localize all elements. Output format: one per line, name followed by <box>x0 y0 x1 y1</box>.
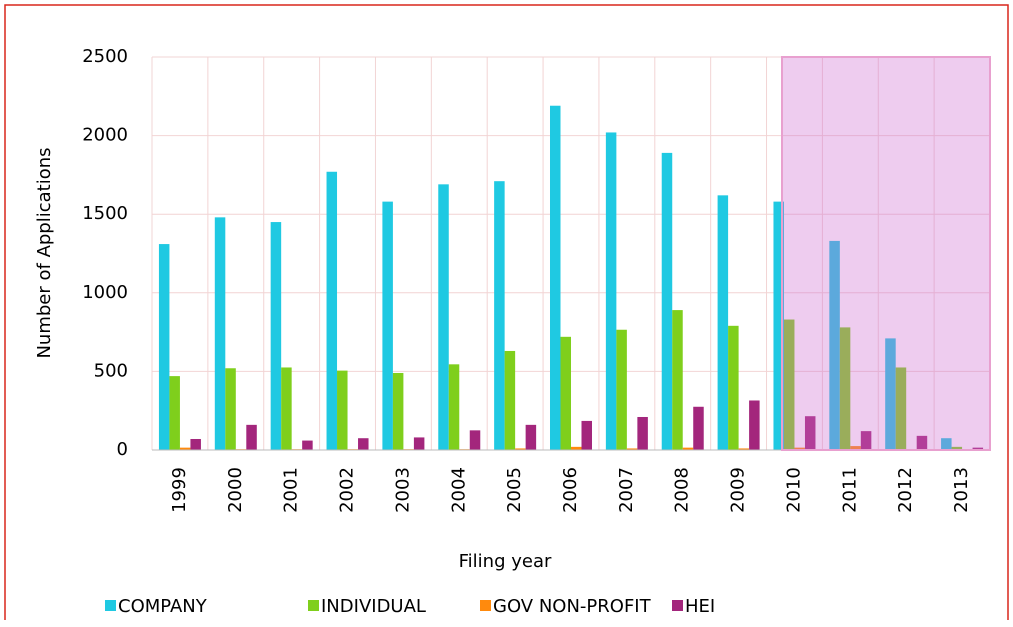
bar <box>382 201 393 450</box>
bar <box>214 217 226 450</box>
legend-label: GOV NON-PROFIT <box>493 596 652 617</box>
y-tick-label: 0 <box>117 439 128 460</box>
x-axis-title: Filing year <box>459 551 552 572</box>
legend-label: INDIVIDUAL <box>321 596 426 617</box>
bar <box>337 370 348 450</box>
y-tick-label: 2500 <box>82 46 128 67</box>
x-tick-label: 2005 <box>504 467 525 513</box>
x-tick-label: 2007 <box>616 467 637 513</box>
bar <box>550 105 561 451</box>
bar <box>794 447 805 450</box>
bar <box>225 368 236 450</box>
bar <box>448 364 460 450</box>
bar <box>860 431 872 450</box>
legend-swatch <box>308 600 319 611</box>
x-tick-label: 2001 <box>281 467 302 513</box>
bar <box>682 447 694 450</box>
bar <box>302 440 313 450</box>
x-tick-label: 1999 <box>169 467 190 513</box>
bar <box>829 240 840 450</box>
x-tick-label: 2011 <box>839 467 860 513</box>
bar <box>941 438 952 450</box>
x-tick-label: 2006 <box>560 467 581 513</box>
x-tick-label: 2003 <box>392 467 413 513</box>
legend-swatch <box>480 600 491 611</box>
bar <box>179 447 191 450</box>
bar <box>169 376 180 450</box>
x-tick-label: 2012 <box>895 467 916 513</box>
bar <box>717 195 729 450</box>
y-tick-label: 2000 <box>82 125 128 146</box>
x-tick-label: 2000 <box>225 467 246 513</box>
bar <box>158 244 170 450</box>
bar <box>804 416 816 450</box>
bar <box>738 448 750 450</box>
bar <box>637 416 648 450</box>
bar <box>571 446 582 450</box>
bar <box>326 171 338 451</box>
bar <box>494 181 505 451</box>
bar <box>438 184 449 450</box>
x-tick-label: 2010 <box>783 467 804 513</box>
x-tick-label: 2013 <box>951 467 972 513</box>
bar <box>358 438 369 450</box>
legend-swatch <box>672 600 683 611</box>
bar <box>605 132 617 450</box>
bar <box>270 222 282 450</box>
bar <box>661 152 673 450</box>
x-tick-label: 2008 <box>672 467 693 513</box>
bar <box>693 406 704 450</box>
bar <box>773 201 784 450</box>
y-tick-label: 1500 <box>82 203 128 224</box>
bar <box>916 435 928 450</box>
x-tick-label: 2002 <box>337 467 358 513</box>
highlight-region <box>781 56 991 451</box>
bar <box>281 367 292 450</box>
bar <box>413 437 425 450</box>
bar <box>392 372 404 450</box>
bar <box>616 329 627 450</box>
bar <box>783 319 795 450</box>
bar <box>525 424 537 450</box>
bar <box>839 327 851 450</box>
bar <box>749 400 760 450</box>
bar <box>581 420 592 450</box>
bar <box>246 424 257 450</box>
y-tick-label: 500 <box>94 360 128 381</box>
bar <box>972 447 984 450</box>
x-tick-label: 2009 <box>728 467 749 513</box>
y-axis-title: Number of Applications <box>34 147 55 358</box>
bar <box>560 336 571 450</box>
bar <box>504 350 516 450</box>
legend-label: HEI <box>685 596 715 617</box>
x-tick-label: 2004 <box>448 467 469 513</box>
y-tick-label: 1000 <box>82 282 128 303</box>
legend-label: COMPANY <box>118 596 208 617</box>
bar <box>895 367 907 450</box>
bar <box>951 446 963 450</box>
bar <box>850 446 861 450</box>
legend-swatch <box>105 600 116 611</box>
bar <box>672 310 683 450</box>
bar <box>190 438 201 450</box>
bar <box>728 325 739 450</box>
bar <box>469 430 481 450</box>
frame <box>4 4 1009 620</box>
bar <box>626 448 638 450</box>
bar <box>885 338 896 450</box>
bar <box>515 448 526 450</box>
